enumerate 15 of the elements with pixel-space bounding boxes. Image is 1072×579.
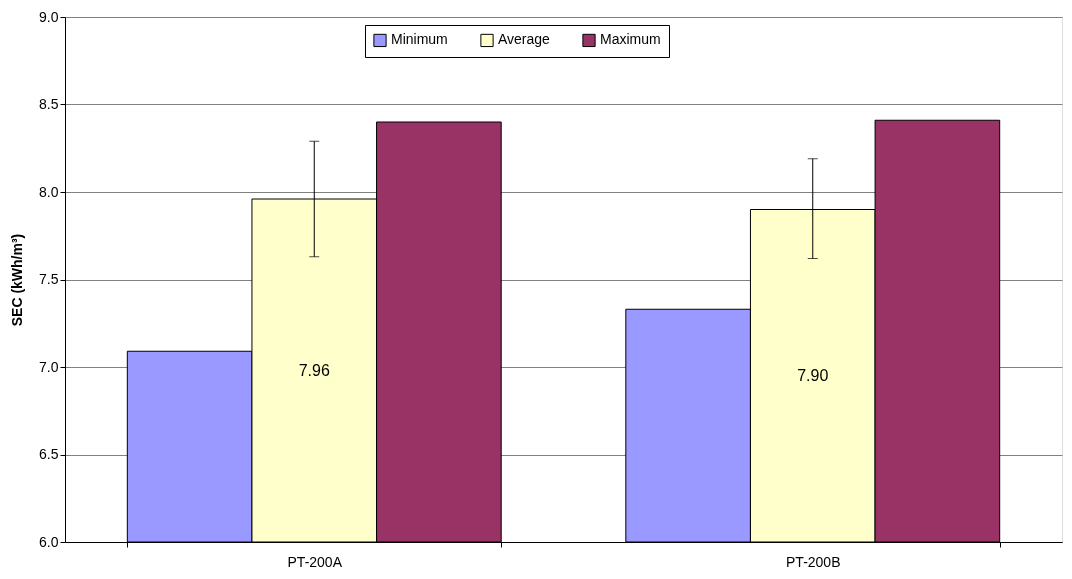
y-axis-title: SEC (kWh/m³) bbox=[9, 233, 26, 327]
data-label: 7.90 bbox=[797, 366, 829, 384]
legend-label: Average bbox=[498, 31, 551, 48]
y-tick-label: 7.5 bbox=[39, 271, 59, 287]
y-tick-label: 6.0 bbox=[39, 533, 59, 550]
x-tick-label: PT-200A bbox=[287, 553, 343, 570]
y-tick-label: 7.0 bbox=[39, 358, 59, 375]
y-tick-label: 9.0 bbox=[39, 8, 59, 25]
y-tick-label: 8.0 bbox=[39, 183, 59, 200]
legend-label: Maximum bbox=[600, 31, 661, 48]
x-tick-label: PT-200B bbox=[786, 553, 841, 570]
y-tick-label: 8.5 bbox=[39, 96, 59, 112]
legend-label: Minimum bbox=[391, 31, 448, 48]
y-tick-label: 6.5 bbox=[39, 446, 59, 462]
data-label: 7.96 bbox=[298, 361, 330, 379]
